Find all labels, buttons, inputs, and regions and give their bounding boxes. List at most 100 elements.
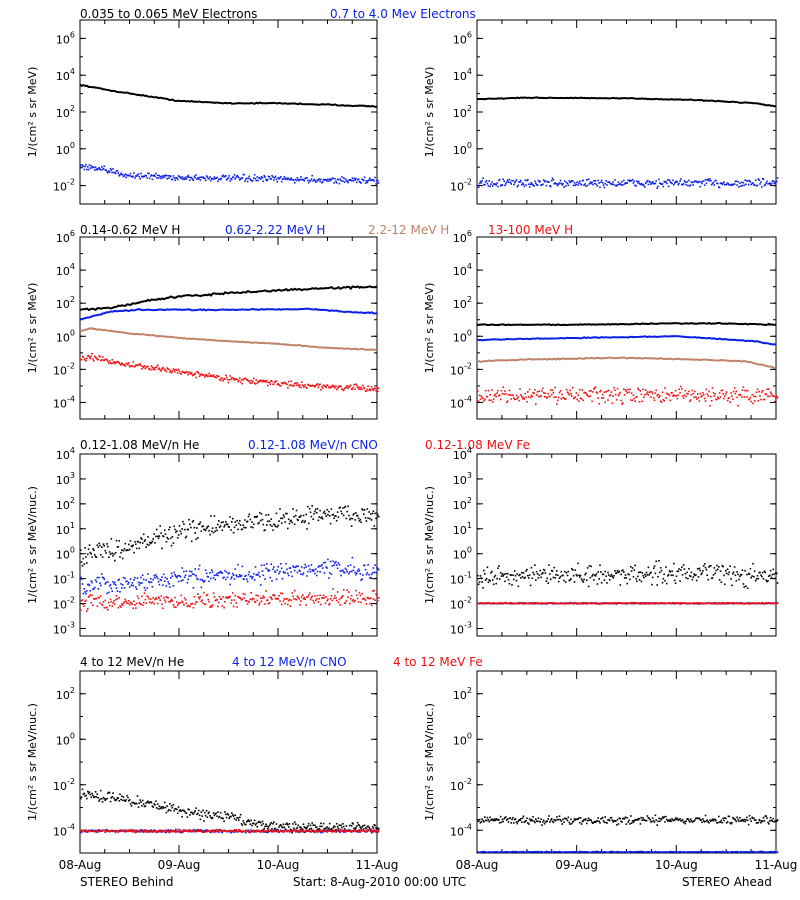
- data-point: [129, 803, 132, 805]
- data-point: [575, 183, 578, 186]
- data-point: [259, 821, 261, 823]
- data-point: [495, 602, 497, 605]
- data-point: [312, 518, 314, 520]
- y-tick-label: 104: [453, 262, 472, 278]
- data-point: [228, 817, 231, 820]
- data-point: [637, 571, 640, 574]
- data-point: [668, 179, 671, 181]
- data-point: [537, 577, 540, 579]
- series-line: [79, 327, 378, 351]
- data-point: [718, 397, 720, 400]
- data-point: [229, 180, 231, 182]
- data-point: [342, 180, 344, 182]
- data-point: [171, 807, 174, 809]
- data-point: [134, 576, 136, 579]
- data-point: [141, 368, 143, 370]
- data-point: [542, 572, 544, 574]
- data-point: [147, 536, 149, 538]
- data-point: [354, 830, 356, 833]
- data-point: [207, 812, 210, 815]
- data-point: [135, 175, 137, 177]
- data-point: [738, 394, 740, 396]
- data-point: [288, 522, 291, 525]
- data-point: [504, 390, 506, 392]
- data-point: [515, 579, 518, 582]
- data-point: [716, 398, 718, 401]
- data-point: [651, 181, 654, 183]
- data-point: [616, 387, 619, 390]
- data-point: [343, 506, 346, 509]
- data-point: [309, 824, 312, 827]
- legend-label: 4 to 12 MeV/n CNO: [232, 655, 347, 669]
- data-point: [127, 549, 129, 551]
- data-point: [292, 823, 294, 825]
- data-point: [238, 819, 240, 821]
- data-point: [84, 795, 86, 797]
- data-point: [126, 580, 128, 582]
- data-point: [291, 575, 293, 578]
- data-point: [213, 574, 216, 577]
- data-point: [376, 385, 378, 388]
- data-point: [602, 602, 605, 605]
- data-point: [742, 386, 745, 388]
- data-point: [728, 397, 731, 399]
- data-point: [307, 384, 310, 386]
- data-point: [371, 825, 374, 828]
- data-point: [253, 382, 256, 384]
- data-point: [244, 830, 246, 833]
- data-point: [518, 602, 520, 605]
- data-point: [377, 182, 380, 184]
- data-point: [519, 573, 521, 576]
- data-point: [674, 602, 677, 604]
- data-point: [351, 177, 354, 179]
- data-point: [345, 600, 348, 602]
- data-point: [232, 814, 234, 816]
- data-point: [756, 184, 759, 187]
- data-point: [714, 393, 716, 395]
- data-point: [657, 602, 659, 604]
- data-point: [171, 370, 174, 373]
- data-point: [220, 521, 223, 524]
- data-point: [200, 600, 203, 603]
- data-point: [128, 548, 131, 551]
- data-point: [97, 167, 100, 170]
- data-point: [175, 808, 177, 810]
- data-point: [337, 562, 340, 564]
- data-point: [114, 830, 116, 833]
- data-point: [579, 180, 581, 183]
- data-point: [526, 568, 528, 571]
- data-point: [303, 567, 306, 569]
- data-point: [190, 575, 192, 577]
- data-point: [611, 402, 614, 404]
- data-point: [356, 572, 358, 574]
- data-point: [341, 830, 343, 833]
- data-point: [289, 567, 292, 569]
- y-axis-label: 1/(cm² s sr MeV): [26, 67, 39, 158]
- data-point: [360, 601, 362, 604]
- y-tick-label: 10-4: [53, 394, 75, 410]
- data-point: [343, 831, 346, 833]
- data-point: [482, 587, 484, 589]
- data-point: [301, 519, 304, 522]
- data-point: [124, 173, 127, 175]
- data-point: [571, 180, 573, 182]
- data-point: [551, 602, 554, 604]
- data-point: [743, 184, 745, 187]
- data-point: [259, 597, 262, 599]
- data-point: [181, 528, 183, 530]
- data-point: [331, 384, 334, 387]
- data-point: [746, 587, 749, 589]
- data-point: [272, 529, 274, 531]
- data-point: [362, 830, 364, 832]
- data-point: [597, 571, 599, 573]
- data-point: [283, 572, 286, 574]
- data-point: [167, 175, 169, 177]
- data-point: [104, 583, 107, 585]
- data-point: [135, 364, 137, 366]
- data-point: [492, 602, 495, 604]
- data-point: [332, 826, 334, 829]
- data-point: [292, 508, 294, 510]
- data-point: [152, 578, 154, 581]
- data-point: [685, 183, 687, 186]
- data-point: [321, 597, 324, 599]
